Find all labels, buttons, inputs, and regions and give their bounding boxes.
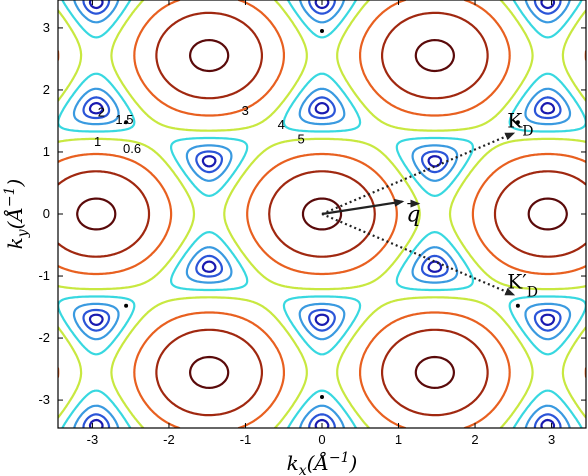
- axis-ticks: -3 -2 -1 0 1 2 3 3 2 1 0 -1 -2 -3: [38, 0, 586, 447]
- q-vector-arrow: [321, 198, 405, 216]
- vector-arrows: KD K′D q: [321, 108, 538, 301]
- x-tick-label: -2: [163, 432, 175, 447]
- x-tick-label: 0: [318, 432, 325, 447]
- y-tick-label: 2: [43, 82, 50, 97]
- contour-level-5: [76, 39, 568, 389]
- y-tick-label: 0: [43, 206, 50, 221]
- k-point-label: K′D: [507, 270, 538, 301]
- k-point-label: KD: [507, 108, 533, 139]
- x-tick-label: -3: [87, 432, 99, 447]
- x-axis-label: kx(Å−1): [287, 450, 358, 476]
- y-tick-label: -1: [38, 268, 50, 283]
- dirac-point: [515, 120, 520, 125]
- q-vector-label: q: [406, 203, 420, 228]
- contour-label: 4: [278, 117, 285, 132]
- y-tick-label: -2: [38, 330, 50, 345]
- x-tick-label: 2: [471, 432, 478, 447]
- contour-label: 1.5: [115, 112, 133, 127]
- y-tick-label: 3: [43, 20, 50, 35]
- contour-level-0-3: [88, 0, 556, 428]
- contour-level-2: [58, 0, 586, 428]
- dirac-point: [320, 394, 324, 399]
- dirac-point: [124, 303, 129, 308]
- dirac-point: [124, 120, 129, 125]
- contour-label: 2: [98, 105, 105, 120]
- x-tick-label: 3: [548, 432, 555, 447]
- contour-level-labels: 2 1.5 1 0.6 3 45: [94, 103, 305, 156]
- contour-lines: [58, 0, 586, 428]
- y-tick-label: -3: [38, 392, 50, 407]
- contour-level-0-6: [82, 0, 562, 428]
- contour-label: 5: [298, 131, 305, 146]
- contour-label: 1: [94, 134, 101, 149]
- x-tick-label: 1: [395, 432, 402, 447]
- contour-level-4: [58, 11, 586, 417]
- contour-label: 0.6: [123, 141, 141, 156]
- contour-level-1-5: [58, 0, 586, 428]
- dirac-point: [515, 303, 520, 308]
- dirac-points: [124, 29, 520, 399]
- dirac-point: [320, 29, 324, 34]
- y-tick-label: 1: [43, 144, 50, 159]
- contour-label: 3: [242, 103, 249, 118]
- contour-level-1: [72, 0, 572, 428]
- x-tick-label: -1: [240, 432, 252, 447]
- y-axis-label: ky(Å−1): [2, 179, 31, 250]
- contour-level-3: [58, 0, 586, 428]
